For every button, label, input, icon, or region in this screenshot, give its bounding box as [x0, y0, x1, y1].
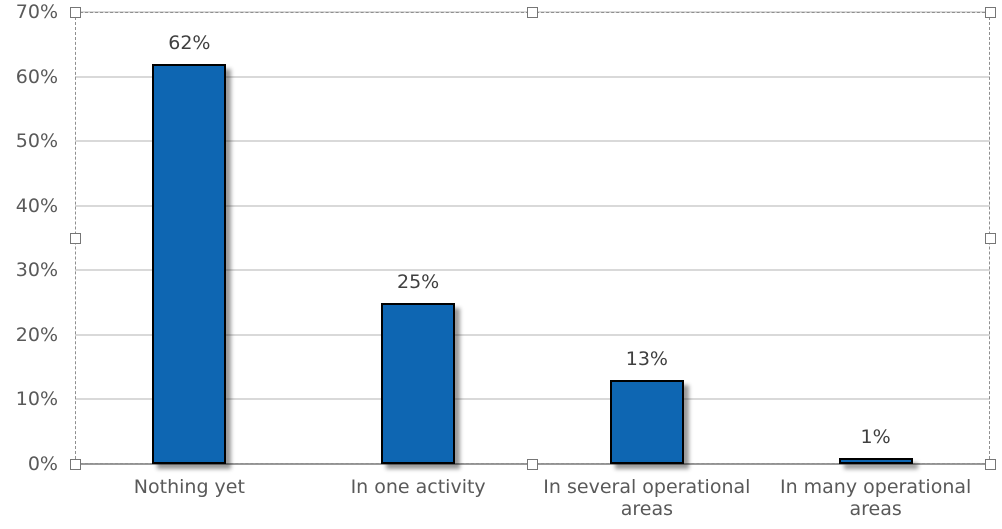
selection-handle[interactable]	[69, 232, 81, 244]
bar-data-label[interactable]: 25%	[397, 270, 440, 293]
gridline	[75, 204, 990, 207]
bar[interactable]	[381, 302, 456, 464]
category-label[interactable]: In one activity	[350, 476, 486, 498]
selection-handle[interactable]	[984, 232, 996, 244]
selection-handle[interactable]	[527, 6, 538, 18]
selection-handle[interactable]	[69, 458, 81, 470]
bar[interactable]	[838, 457, 913, 464]
bar-data-label[interactable]: 62%	[168, 31, 211, 54]
y-tick-label[interactable]: 20%	[15, 323, 58, 346]
bar[interactable]	[609, 380, 684, 464]
gridline	[75, 333, 990, 336]
category-label[interactable]: In several operational areas	[543, 476, 751, 520]
y-tick-label[interactable]: 30%	[15, 259, 58, 282]
bar-data-label[interactable]: 1%	[860, 425, 891, 448]
category-label[interactable]: Nothing yet	[133, 476, 245, 498]
y-tick-label[interactable]: 10%	[15, 388, 58, 411]
y-tick-label[interactable]: 50%	[15, 130, 58, 153]
y-tick-label[interactable]: 60%	[15, 65, 58, 88]
gridline	[75, 269, 990, 272]
selection-handle[interactable]	[984, 458, 996, 470]
y-tick-label[interactable]: 40%	[15, 194, 58, 217]
gridline	[75, 140, 990, 143]
bar[interactable]	[152, 63, 227, 464]
gridline	[75, 398, 990, 401]
category-label[interactable]: In many operational areas	[779, 476, 972, 520]
y-tick-label[interactable]: 0%	[27, 453, 58, 475]
selection-handle[interactable]	[984, 6, 996, 18]
y-tick-label[interactable]: 70%	[15, 1, 58, 23]
selection-handle[interactable]	[527, 458, 538, 470]
selection-handle[interactable]	[69, 6, 81, 18]
bar-data-label[interactable]: 13%	[625, 348, 668, 371]
gridline	[75, 75, 990, 78]
